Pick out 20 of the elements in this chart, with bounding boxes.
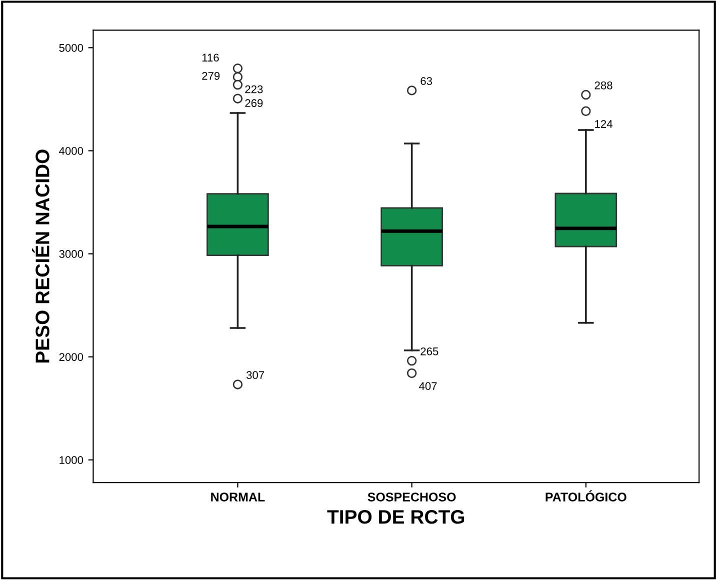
y-tick-label: 2000 bbox=[59, 353, 84, 361]
annotation: 269 bbox=[245, 99, 263, 108]
annotation: 223 bbox=[245, 85, 263, 94]
annotation: 124 bbox=[595, 120, 612, 128]
annotation: 265 bbox=[420, 347, 438, 356]
x-tick-label: PATOLÓGICO bbox=[546, 490, 626, 502]
y-axis-title: PESO RECIÉN NACIDO bbox=[32, 150, 50, 363]
annotation: 307 bbox=[246, 371, 264, 380]
y-tick-label: 4000 bbox=[59, 147, 84, 155]
annotation: 407 bbox=[419, 382, 437, 390]
annotation: 116 bbox=[202, 54, 219, 62]
annotation: 63 bbox=[420, 77, 432, 85]
annotation: 279 bbox=[202, 72, 220, 80]
x-axis-title: TIPO DE RCTG bbox=[327, 510, 464, 524]
y-tick-label: 1000 bbox=[60, 456, 84, 464]
y-tick-label: 3000 bbox=[59, 250, 84, 258]
annotation: 288 bbox=[594, 81, 612, 90]
x-tick-label: NORMAL bbox=[211, 492, 265, 502]
x-tick-label: SOSPECHOSO bbox=[368, 492, 456, 502]
y-tick-label: 5000 bbox=[59, 44, 84, 52]
